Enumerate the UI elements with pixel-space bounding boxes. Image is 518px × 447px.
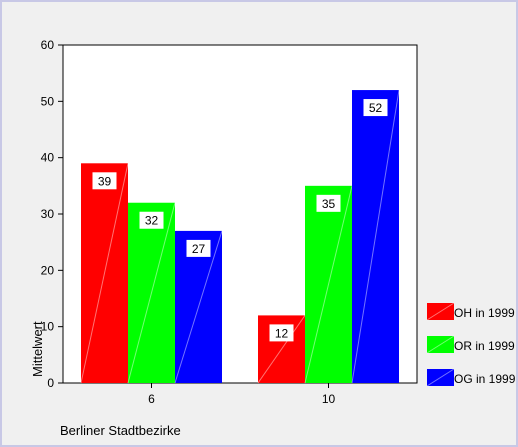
y-tick-label: 20: [41, 263, 55, 277]
bar: [305, 185, 352, 383]
x-tick-label: 10: [322, 392, 336, 406]
data-label: 35: [322, 197, 336, 211]
x-axis-title: Berliner Stadtbezirke: [60, 423, 181, 438]
legend-label: OR in 1999: [454, 339, 515, 353]
data-label: 12: [275, 326, 289, 340]
data-label-box: [316, 194, 341, 212]
bar-hatch: [174, 230, 223, 384]
legend-swatch-hatch: [426, 302, 455, 321]
y-tick-label: 50: [41, 94, 55, 108]
x-tick-label: 6: [148, 392, 155, 406]
legend-label: OG in 1999: [454, 372, 516, 386]
bar: [352, 90, 399, 384]
data-label: 32: [145, 214, 159, 228]
bar: [128, 202, 175, 383]
legend-swatch: [427, 303, 454, 320]
data-label: 27: [192, 242, 206, 256]
legend-swatch-hatch: [426, 368, 455, 387]
bar-hatch: [127, 202, 176, 384]
y-tick-label: 30: [41, 207, 55, 221]
y-tick-label: 0: [47, 376, 54, 390]
legend-swatch-hatch: [426, 335, 455, 354]
data-label-box: [139, 211, 164, 229]
y-tick-label: 60: [41, 38, 55, 52]
data-label-box: [186, 239, 211, 257]
bar-hatch: [351, 89, 400, 384]
legend-swatch: [427, 369, 454, 386]
y-axis-title: Mittelwert: [30, 321, 45, 377]
bar-hatch: [304, 185, 353, 384]
data-label: 52: [369, 101, 383, 115]
bar-hatch: [257, 315, 306, 384]
bar-hatch: [80, 163, 129, 384]
data-label: 39: [98, 174, 112, 188]
bar: [81, 163, 128, 383]
y-tick-label: 40: [41, 151, 55, 165]
data-label-box: [269, 324, 294, 342]
data-label-box: [363, 99, 388, 117]
data-label-box: [92, 172, 117, 190]
y-tick-label: 10: [41, 320, 55, 334]
legend-label: OH in 1999: [454, 306, 515, 320]
legend-swatch: [427, 336, 454, 353]
